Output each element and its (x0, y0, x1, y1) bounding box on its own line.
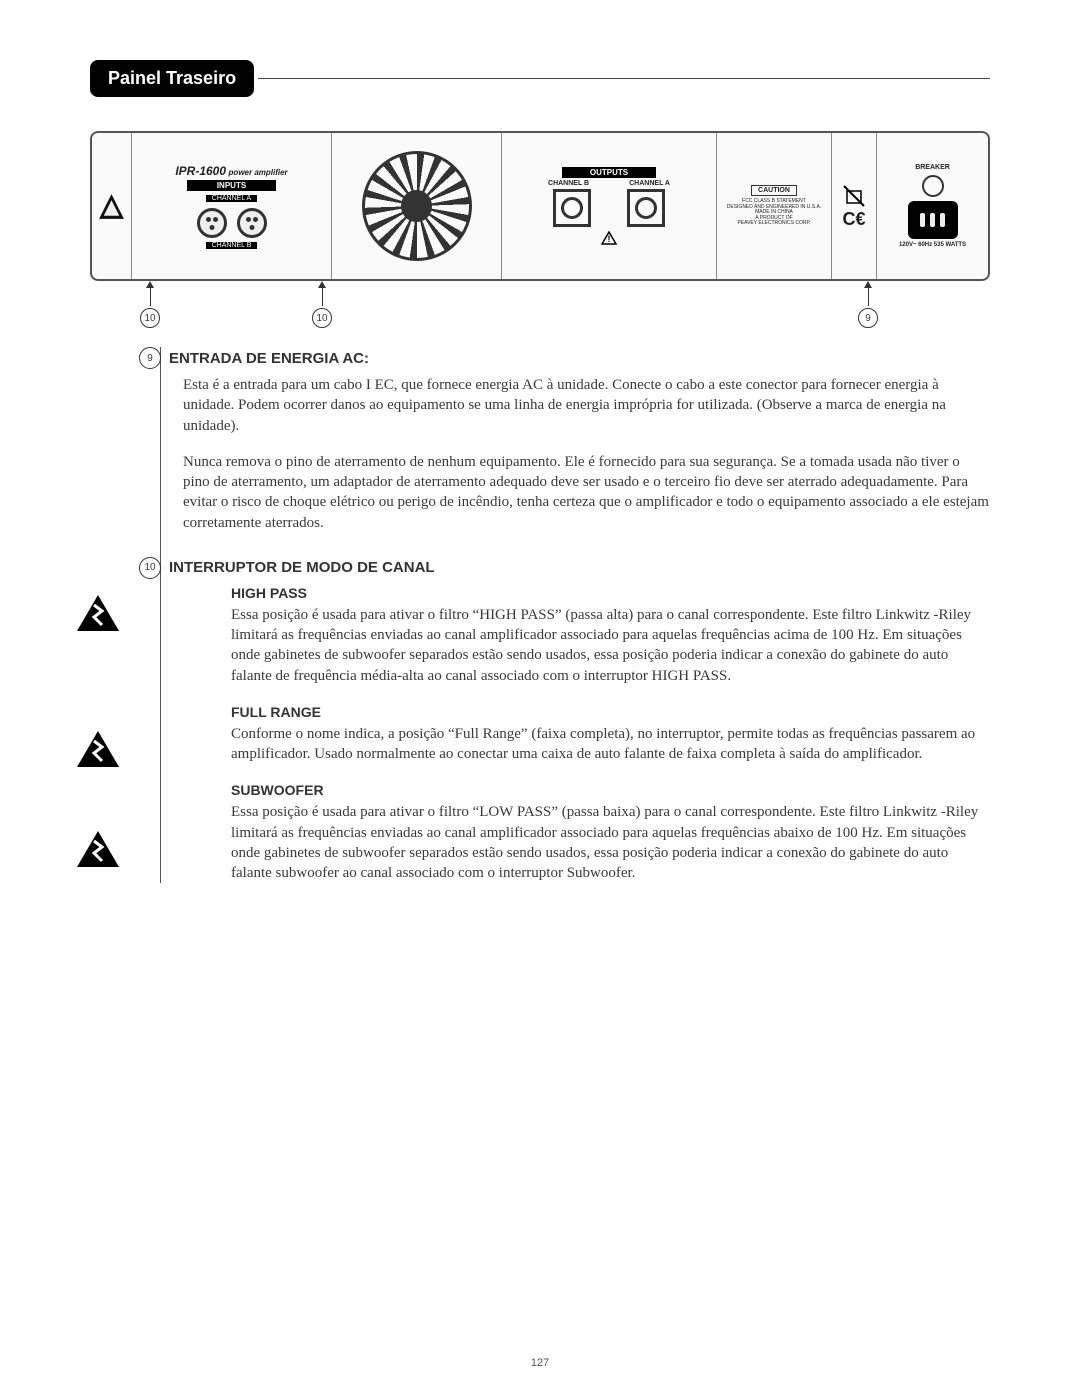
callout-bubble: 10 (140, 308, 160, 328)
body-paragraph: Essa posição é usada para ativar o filtr… (231, 802, 990, 883)
panel-logo-segment (92, 133, 132, 279)
section-9: 9 ENTRADA DE ENERGIA AC: Esta é a entrad… (183, 347, 990, 533)
callout-row: 10 10 9 (90, 281, 990, 329)
callout-bubble: 10 (312, 308, 332, 328)
out-ch-b-label: CHANNEL B (548, 180, 589, 187)
breaker-label: BREAKER (915, 164, 950, 171)
speakon-connector-icon (553, 189, 591, 227)
xlr-connector-icon (237, 208, 267, 238)
callout-bubble: 9 (858, 308, 878, 328)
power-spec: 120V~ 60Hz 535 WATTS (899, 242, 966, 248)
panel-outputs-segment: OUTPUTS CHANNEL B CHANNEL A ! (502, 133, 717, 279)
model-sub: power amplifier (229, 168, 288, 177)
caution-label: CAUTION (751, 185, 797, 196)
sub-title: SUBWOOFER (231, 782, 990, 798)
hazard-icon (75, 829, 121, 869)
iec-inlet-icon (908, 201, 958, 239)
out-ch-a-label: CHANNEL A (629, 180, 670, 187)
breaker-icon (922, 175, 944, 197)
hazard-icon (75, 729, 121, 769)
model-name: IPR-1600 (175, 164, 226, 178)
panel-inputs-segment: IPR-1600 power amplifier INPUTS CHANNEL … (132, 133, 332, 279)
sub-title: HIGH PASS (231, 585, 990, 601)
brand-logo-icon (96, 191, 127, 222)
body-paragraph: Esta é a entrada para um cabo I EC, que … (183, 375, 990, 436)
panel-regulatory-segment: C€ (832, 133, 877, 279)
compliance-text: FCC CLASS B STATEMENTDESIGNED AND ENGINE… (727, 199, 821, 227)
header-pill: Painel Traseiro (90, 60, 254, 97)
header-rule (258, 78, 990, 79)
xlr-connector-icon (197, 208, 227, 238)
panel-ac-segment: BREAKER 120V~ 60Hz 535 WATTS (877, 133, 988, 279)
panel-fan-segment (332, 133, 502, 279)
main-column: 9 ENTRADA DE ENERGIA AC: Esta é a entrad… (160, 347, 990, 883)
speakon-connector-icon (627, 189, 665, 227)
hazard-icon (75, 593, 121, 633)
sub-full-range: FULL RANGE Conforme o nome indica, a pos… (183, 704, 990, 765)
sub-title: FULL RANGE (231, 704, 990, 720)
outputs-label: OUTPUTS (562, 167, 656, 178)
fan-icon (362, 151, 472, 261)
section-number-badge: 10 (139, 557, 161, 579)
panel-warning-segment: CAUTION FCC CLASS B STATEMENTDESIGNED AN… (717, 133, 832, 279)
callout-9-right: 9 (858, 281, 878, 328)
inputs-label: INPUTS (187, 180, 276, 191)
section-head: 9 ENTRADA DE ENERGIA AC: (139, 347, 990, 369)
section-10: 10 INTERRUPTOR DE MODO DE CANAL HIGH PAS… (183, 557, 990, 884)
page-number: 127 (0, 1357, 1080, 1369)
panel-box: IPR-1600 power amplifier INPUTS CHANNEL … (90, 131, 990, 281)
body-paragraph: Essa posição é usada para ativar o filtr… (231, 605, 990, 686)
xlr-row-a (197, 208, 267, 238)
body-paragraph: Nunca remova o pino de aterramento de ne… (183, 452, 990, 533)
section-title: ENTRADA DE ENERGIA AC: (169, 350, 369, 367)
do-not-dispose-icon (841, 183, 867, 209)
section-title: INTERRUPTOR DE MODO DE CANAL (169, 559, 435, 576)
channel-a-label: CHANNEL A (206, 195, 257, 202)
section-number-badge: 9 (139, 347, 161, 369)
rear-panel-diagram: IPR-1600 power amplifier INPUTS CHANNEL … (90, 131, 990, 329)
ce-mark-icon: C€ (842, 209, 865, 230)
body-paragraph: Conforme o nome indica, a posição “Full … (231, 724, 990, 765)
svg-text:!: ! (608, 234, 611, 244)
callout-10-left: 10 (140, 281, 160, 328)
model-label: IPR-1600 power amplifier (175, 164, 287, 178)
warning-triangle-icon: ! (601, 231, 617, 245)
sub-subwoofer: SUBWOOFER Essa posição é usada para ativ… (183, 782, 990, 883)
sub-high-pass: HIGH PASS Essa posição é usada para ativ… (183, 585, 990, 686)
section-header: Painel Traseiro (90, 60, 990, 97)
channel-b-label: CHANNEL B (206, 242, 258, 249)
callout-10-mid: 10 (312, 281, 332, 328)
section-head: 10 INTERRUPTOR DE MODO DE CANAL (139, 557, 990, 579)
